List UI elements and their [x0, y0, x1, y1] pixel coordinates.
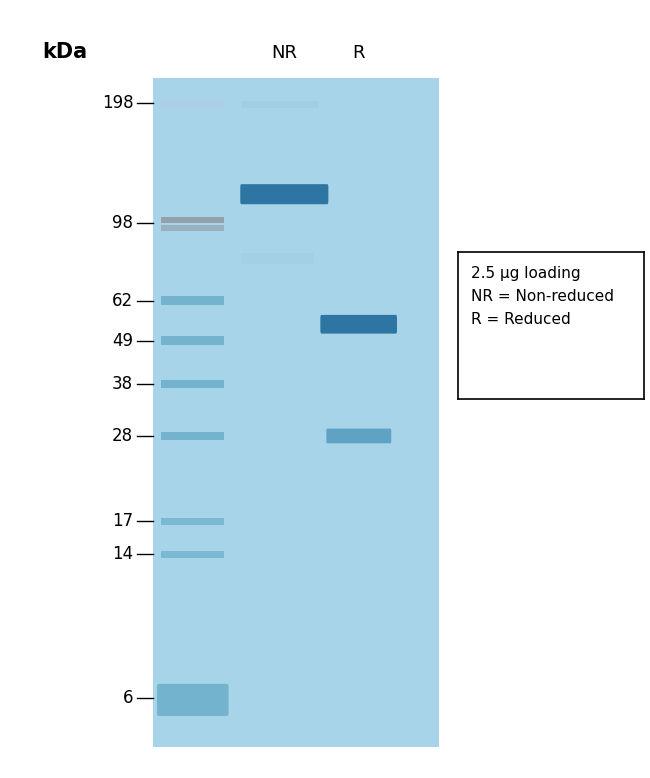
Bar	[241, 101, 318, 108]
FancyBboxPatch shape	[240, 184, 328, 205]
Bar	[161, 432, 224, 440]
FancyBboxPatch shape	[326, 429, 391, 443]
Text: 17: 17	[112, 512, 133, 530]
Bar	[161, 217, 224, 223]
Text: 198: 198	[101, 94, 133, 112]
Bar	[161, 225, 224, 231]
Bar	[161, 296, 224, 305]
Bar	[241, 254, 315, 264]
Bar	[161, 551, 224, 558]
Text: R: R	[352, 44, 365, 62]
Text: 38: 38	[112, 375, 133, 393]
Text: 14: 14	[112, 545, 133, 562]
FancyBboxPatch shape	[157, 684, 229, 716]
Text: 62: 62	[112, 292, 133, 310]
Bar	[161, 380, 224, 388]
FancyBboxPatch shape	[320, 315, 397, 334]
Text: 49: 49	[112, 331, 133, 350]
Text: 98: 98	[112, 214, 133, 232]
Text: 28: 28	[112, 427, 133, 445]
Text: 2.5 μg loading
NR = Non-reduced
R = Reduced: 2.5 μg loading NR = Non-reduced R = Redu…	[471, 267, 614, 327]
Text: kDa: kDa	[42, 42, 87, 62]
Bar	[161, 99, 224, 107]
Bar	[161, 336, 224, 345]
Bar	[161, 518, 224, 525]
Text: 6: 6	[123, 689, 133, 707]
Text: NR: NR	[271, 44, 297, 62]
